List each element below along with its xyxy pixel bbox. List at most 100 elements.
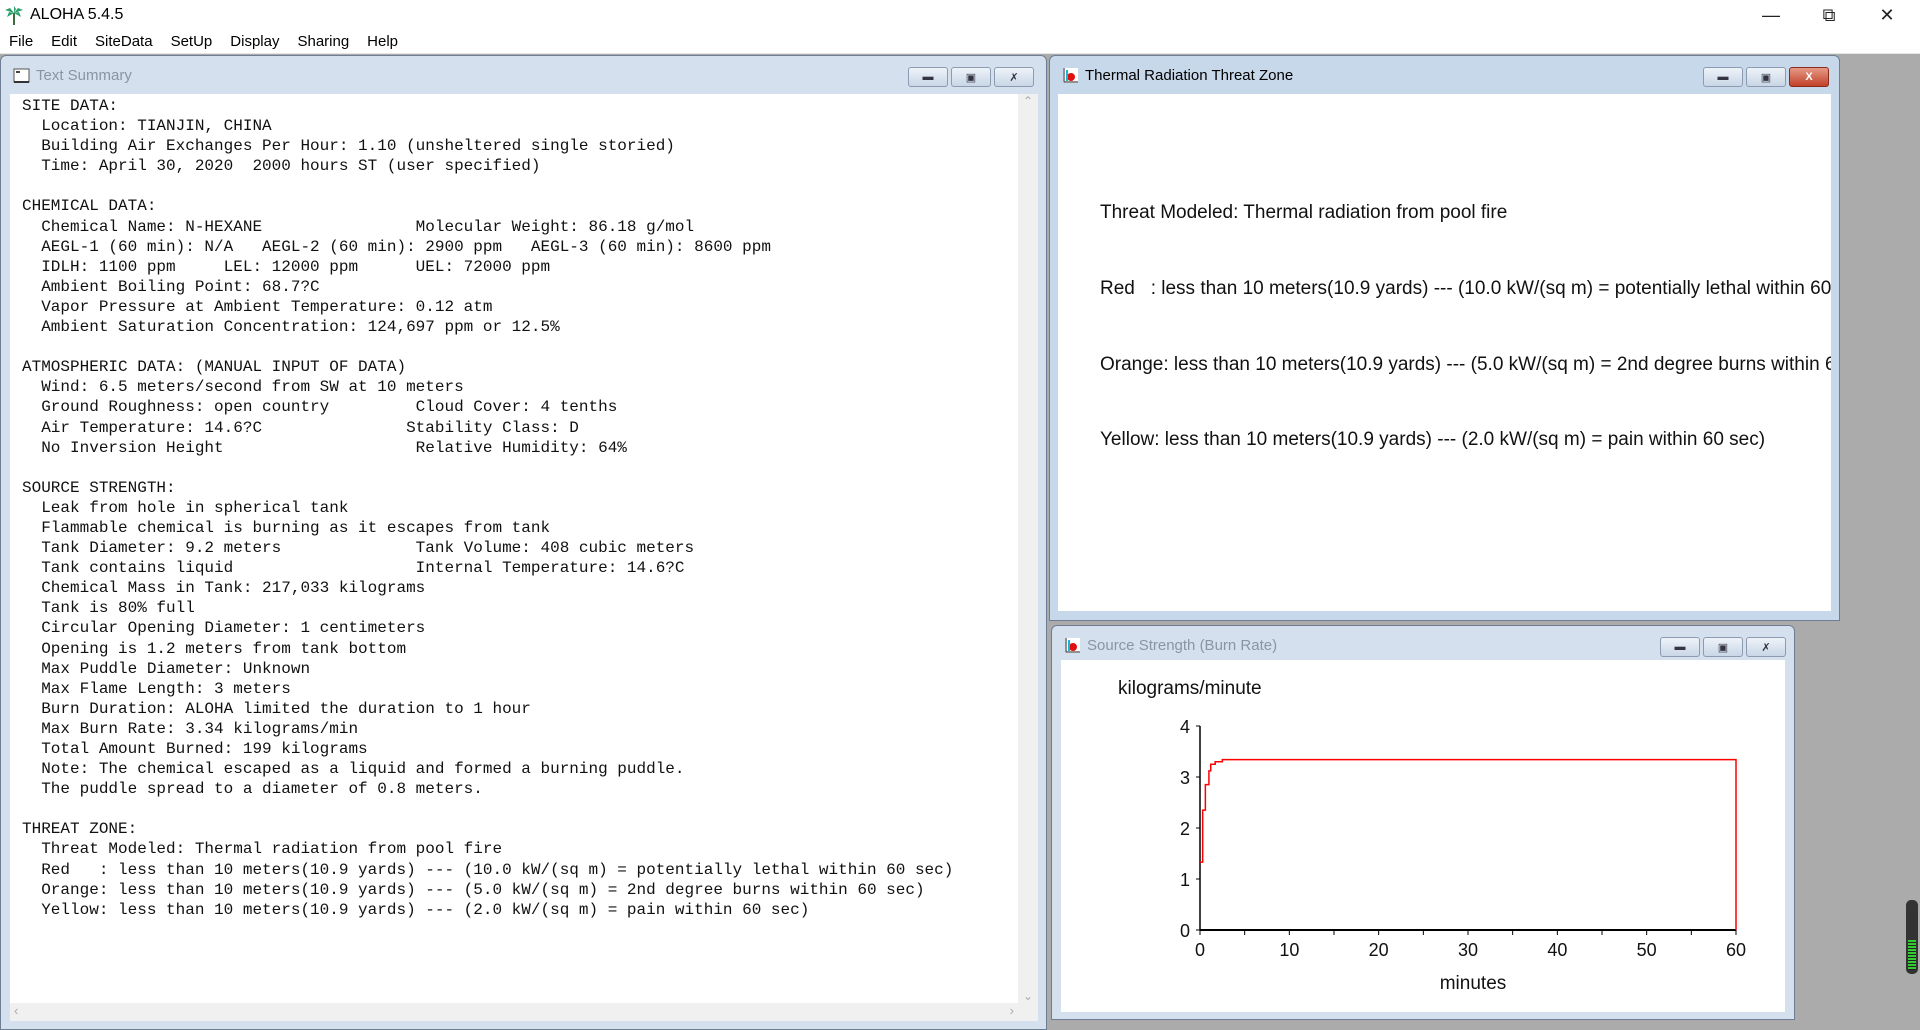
window-title: Source Strength (Burn Rate): [1087, 636, 1278, 654]
y-tick-label: 2: [1180, 819, 1190, 839]
summary-line: [22, 176, 953, 196]
summary-line: Ambient Saturation Concentration: 124,69…: [22, 318, 560, 337]
summary-line: SOURCE STRENGTH:: [22, 478, 176, 497]
summary-line: No Inversion Height Relative Humidity: 6…: [22, 438, 627, 457]
app-title-bar: ALOHA 5.4.5 — ⧉ ✕: [0, 0, 1920, 30]
summary-line: Note: The chemical escaped as a liquid a…: [22, 760, 685, 779]
summary-line: Building Air Exchanges Per Hour: 1.10 (u…: [22, 137, 675, 156]
summary-line: Max Burn Rate: 3.34 kilograms/min: [22, 719, 359, 738]
summary-line: Ambient Boiling Point: 68.7?C: [22, 277, 320, 296]
summary-line: Tank Diameter: 9.2 meters Tank Volume: 4…: [22, 539, 695, 558]
summary-line: IDLH: 1100 ppm LEL: 12000 ppm UEL: 72000…: [22, 257, 551, 276]
chart-window-icon: [1063, 67, 1078, 83]
summary-line: Orange: less than 10 meters(10.9 yards) …: [22, 880, 925, 899]
orange-zone-line: Orange: less than 10 meters(10.9 yards) …: [1100, 353, 1831, 375]
maximize-button[interactable]: ▣: [1746, 67, 1786, 87]
window-title: Text Summary: [36, 66, 132, 84]
summary-line: CHEMICAL DATA:: [22, 197, 157, 216]
summary-line: Circular Opening Diameter: 1 centimeters: [22, 619, 426, 638]
window-title: Thermal Radiation Threat Zone: [1085, 66, 1294, 84]
summary-line: Flammable chemical is burning as it esca…: [22, 518, 551, 537]
summary-text: SITE DATA: Location: TIANJIN, CHINA Buil…: [22, 96, 953, 920]
source-strength-title-bar[interactable]: Source Strength (Burn Rate): [1052, 626, 1794, 664]
summary-line: [22, 337, 953, 357]
threat-zone-window: Thermal Radiation Threat Zone ▬ ▣ X Thre…: [1049, 55, 1840, 621]
threat-zone-text: Threat Modeled: Thermal radiation from p…: [1100, 150, 1831, 503]
x-tick-label: 40: [1547, 940, 1567, 960]
yellow-zone-line: Yellow: less than 10 meters(10.9 yards) …: [1100, 429, 1766, 451]
summary-line: Air Temperature: 14.6?C Stability Class:…: [22, 418, 579, 437]
burn-rate-line: [1200, 758, 1737, 930]
y-axis-label: kilograms/minute: [1118, 678, 1262, 699]
close-button[interactable]: X: [1789, 67, 1829, 87]
summary-line: Time: April 30, 2020 2000 hours ST (user…: [22, 157, 541, 176]
scroll-down-arrow-icon[interactable]: ⌄: [1022, 989, 1034, 1003]
summary-line: Location: TIANJIN, CHINA: [22, 117, 272, 136]
summary-line: Ground Roughness: open country Cloud Cov…: [22, 398, 618, 417]
volume-meter-widget[interactable]: [1906, 900, 1918, 974]
summary-line: Burn Duration: ALOHA limited the duratio…: [22, 699, 531, 718]
x-tick-label: 30: [1458, 940, 1478, 960]
summary-line: Yellow: less than 10 meters(10.9 yards) …: [22, 900, 810, 919]
horizontal-scrollbar[interactable]: ‹ ›: [10, 1003, 1038, 1021]
close-button[interactable]: ✗: [1746, 637, 1786, 657]
y-tick-label: 0: [1180, 921, 1190, 941]
x-tick-label: 50: [1637, 940, 1657, 960]
text-document-icon: [13, 68, 30, 83]
menu-setup[interactable]: SetUp: [170, 33, 213, 50]
summary-line: [22, 799, 953, 819]
summary-line: The puddle spread to a diameter of 0.8 m…: [22, 780, 483, 799]
summary-line: AEGL-1 (60 min): N/A AEGL-2 (60 min): 29…: [22, 237, 771, 256]
summary-line: Wind: 6.5 meters/second from SW at 10 me…: [22, 378, 464, 397]
menu-bar: File Edit SiteData SetUp Display Sharing…: [0, 30, 1920, 54]
summary-line: [22, 458, 953, 478]
summary-line: Max Flame Length: 3 meters: [22, 679, 291, 698]
vertical-scrollbar[interactable]: ⌃ ⌄: [1018, 94, 1038, 1003]
menu-file[interactable]: File: [9, 33, 34, 50]
minimize-button[interactable]: ▬: [908, 67, 948, 87]
scroll-right-arrow-icon[interactable]: ›: [1009, 1003, 1014, 1018]
summary-line: Red : less than 10 meters(10.9 yards) --…: [22, 860, 954, 879]
summary-line: Vapor Pressure at Ambient Temperature: 0…: [22, 297, 493, 316]
close-app-button[interactable]: ✕: [1879, 4, 1895, 25]
x-tick-label: 10: [1279, 940, 1299, 960]
menu-help[interactable]: Help: [367, 33, 399, 50]
summary-line: Leak from hole in spherical tank: [22, 498, 349, 517]
summary-line: Chemical Name: N-HEXANE Molecular Weight…: [22, 217, 695, 236]
meter-level: [1908, 940, 1916, 970]
maximize-button[interactable]: ▣: [1703, 637, 1743, 657]
menu-sharing[interactable]: Sharing: [297, 33, 350, 50]
summary-line: Tank is 80% full: [22, 599, 195, 618]
menu-edit[interactable]: Edit: [51, 33, 78, 50]
text-summary-content: SITE DATA: Location: TIANJIN, CHINA Buil…: [10, 94, 1038, 1021]
restore-app-button[interactable]: ⧉: [1822, 4, 1836, 25]
summary-line: Tank contains liquid Internal Temperatur…: [22, 559, 685, 578]
summary-line: ATMOSPHERIC DATA: (MANUAL INPUT OF DATA): [22, 358, 407, 377]
burn-rate-chart-area: kilograms/minute minutes 0 1 2 3 4 0 10 20 30 40 5…: [1061, 660, 1785, 1012]
app-title: ALOHA 5.4.5: [30, 6, 124, 23]
palm-tree-icon: [5, 6, 23, 25]
text-summary-title-bar[interactable]: Text Summary: [1, 56, 1046, 94]
summary-line: Total Amount Burned: 199 kilograms: [22, 740, 368, 758]
summary-line: Max Puddle Diameter: Unknown: [22, 659, 311, 678]
scroll-left-arrow-icon[interactable]: ‹: [14, 1003, 19, 1018]
x-tick-label: 60: [1726, 940, 1746, 960]
menu-display[interactable]: Display: [230, 33, 280, 50]
scroll-up-arrow-icon[interactable]: ⌃: [1022, 94, 1034, 108]
y-tick-label: 1: [1180, 870, 1190, 890]
minimize-app-button[interactable]: —: [1762, 4, 1780, 25]
summary-line: Chemical Mass in Tank: 217,033 kilograms: [22, 579, 426, 598]
y-tick-label: 3: [1180, 768, 1190, 788]
minimize-button[interactable]: ▬: [1703, 67, 1743, 87]
minimize-button[interactable]: ▬: [1660, 637, 1700, 657]
threat-zone-title-bar[interactable]: Thermal Radiation Threat Zone: [1050, 56, 1839, 94]
text-summary-window: Text Summary ▬ ▣ ✗ SITE DATA: Location: …: [0, 55, 1047, 1030]
maximize-button[interactable]: ▣: [951, 67, 991, 87]
summary-line: SITE DATA:: [22, 97, 119, 115]
x-tick-label: 20: [1369, 940, 1389, 960]
menu-sitedata[interactable]: SiteData: [95, 33, 153, 50]
close-button[interactable]: ✗: [994, 67, 1034, 87]
summary-line: Threat Modeled: Thermal radiation from p…: [22, 840, 503, 859]
source-strength-window: Source Strength (Burn Rate) ▬ ▣ ✗ kilogr…: [1051, 625, 1795, 1020]
threat-zone-content: Threat Modeled: Thermal radiation from p…: [1058, 94, 1831, 611]
